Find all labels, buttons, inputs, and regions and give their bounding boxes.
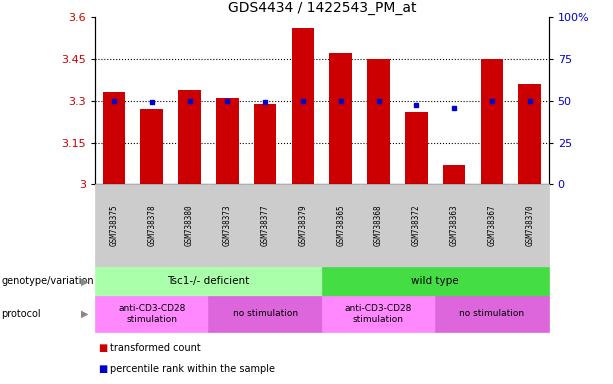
- Text: percentile rank within the sample: percentile rank within the sample: [110, 364, 275, 374]
- Text: ▶: ▶: [82, 309, 89, 319]
- Text: GSM738372: GSM738372: [412, 205, 421, 247]
- Text: GSM738373: GSM738373: [223, 205, 232, 247]
- Text: genotype/variation: genotype/variation: [1, 276, 94, 286]
- Text: anti-CD3-CD28
stimulation: anti-CD3-CD28 stimulation: [345, 304, 412, 324]
- Text: GSM738367: GSM738367: [487, 205, 497, 247]
- Bar: [292, 28, 314, 184]
- Text: transformed count: transformed count: [110, 343, 201, 353]
- Text: GSM738378: GSM738378: [147, 205, 156, 247]
- Bar: [443, 165, 465, 184]
- Bar: [178, 90, 201, 184]
- Bar: [367, 59, 390, 184]
- Text: wild type: wild type: [411, 276, 459, 286]
- Title: GDS4434 / 1422543_PM_at: GDS4434 / 1422543_PM_at: [227, 1, 416, 15]
- Bar: [519, 84, 541, 184]
- Text: ■: ■: [98, 364, 107, 374]
- Bar: [481, 59, 503, 184]
- Text: anti-CD3-CD28
stimulation: anti-CD3-CD28 stimulation: [118, 304, 185, 324]
- Text: GSM738365: GSM738365: [336, 205, 345, 247]
- Text: no stimulation: no stimulation: [459, 310, 525, 318]
- Bar: [102, 93, 125, 184]
- Text: GSM738380: GSM738380: [185, 205, 194, 247]
- Bar: [254, 104, 276, 184]
- Bar: [140, 109, 163, 184]
- Text: GSM738368: GSM738368: [374, 205, 383, 247]
- Text: Tsc1-/- deficient: Tsc1-/- deficient: [167, 276, 249, 286]
- Text: ▶: ▶: [82, 276, 89, 286]
- Text: GSM738370: GSM738370: [525, 205, 535, 247]
- Bar: [329, 53, 352, 184]
- Text: ■: ■: [98, 343, 107, 353]
- Bar: [405, 112, 428, 184]
- Text: no stimulation: no stimulation: [232, 310, 298, 318]
- Text: GSM738363: GSM738363: [449, 205, 459, 247]
- Text: protocol: protocol: [1, 309, 41, 319]
- Bar: [216, 98, 238, 184]
- Text: GSM738377: GSM738377: [261, 205, 270, 247]
- Text: GSM738379: GSM738379: [299, 205, 308, 247]
- Text: GSM738375: GSM738375: [109, 205, 118, 247]
